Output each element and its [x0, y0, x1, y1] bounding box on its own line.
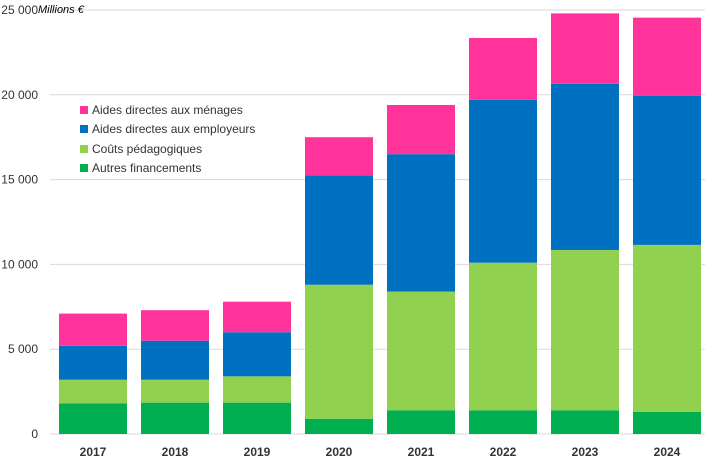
x-tick-label: 2024	[654, 445, 681, 459]
legend-item: Aides directes aux ménages	[80, 100, 255, 120]
y-tick-label: 20 000	[1, 88, 38, 102]
x-tick-label: 2019	[244, 445, 271, 459]
bar-segment	[141, 402, 209, 434]
bar-segment	[141, 340, 209, 380]
bar-segment	[223, 402, 291, 434]
bar-segment	[633, 95, 701, 245]
bar-segment	[469, 99, 537, 263]
bar-segment	[305, 137, 373, 176]
bar-segment	[633, 17, 701, 96]
bar-segment	[59, 403, 127, 434]
bar-segment	[387, 104, 455, 155]
legend: Aides directes aux ménages Aides directe…	[80, 100, 255, 178]
legend-item: Autres financements	[80, 159, 255, 179]
legend-swatch	[80, 144, 88, 153]
y-axis-ticks: 0 5 000 10 000 15 000 20 000 25 000	[1, 3, 38, 441]
y-tick-label: 5 000	[8, 342, 38, 356]
bar-segment	[305, 284, 373, 419]
bar-segment	[551, 249, 619, 411]
bar-segment	[59, 379, 127, 404]
bar-segment	[141, 379, 209, 403]
bar-segment	[387, 410, 455, 434]
bar-segment	[305, 418, 373, 434]
legend-item: Aides directes aux employeurs	[80, 120, 255, 140]
bar-segment	[469, 262, 537, 411]
bar-segment	[387, 291, 455, 411]
bar-segment	[551, 410, 619, 434]
legend-swatch	[80, 105, 88, 114]
bar-segment	[223, 332, 291, 377]
legend-label: Coûts pédagogiques	[92, 141, 203, 156]
x-tick-label: 2020	[326, 445, 353, 459]
bar-segment	[59, 313, 127, 346]
y-tick-label: 25 000	[1, 3, 38, 17]
legend-label: Autres financements	[92, 161, 202, 176]
unit-label: Millions €	[38, 4, 84, 16]
bar-segment	[387, 154, 455, 292]
bar-segment	[633, 411, 701, 434]
bar-segment	[223, 301, 291, 333]
y-tick-label: 10 000	[1, 257, 38, 271]
bar-segment	[551, 13, 619, 84]
bar-segment	[551, 83, 619, 250]
x-axis-ticks: 2017 2018 2019 2020 2021 2022 2023 2024	[80, 445, 681, 459]
legend-swatch	[80, 164, 88, 173]
x-tick-label: 2021	[408, 445, 435, 459]
legend-item: Coûts pédagogiques	[80, 139, 255, 159]
x-tick-label: 2022	[490, 445, 517, 459]
y-tick-label: 0	[31, 427, 38, 441]
bar-segment	[469, 410, 537, 434]
x-tick-label: 2023	[572, 445, 599, 459]
legend-swatch	[80, 125, 88, 134]
bar-segment	[305, 175, 373, 285]
bar-segment	[141, 310, 209, 341]
bar-segment	[223, 376, 291, 403]
x-tick-label: 2018	[162, 445, 189, 459]
bar-segment	[469, 37, 537, 100]
legend-label: Aides directes aux employeurs	[92, 122, 256, 137]
legend-label: Aides directes aux ménages	[92, 102, 243, 117]
bars	[59, 13, 701, 434]
y-tick-label: 15 000	[1, 173, 38, 187]
bar-segment	[59, 345, 127, 380]
x-tick-label: 2017	[80, 445, 107, 459]
bar-segment	[633, 244, 701, 412]
